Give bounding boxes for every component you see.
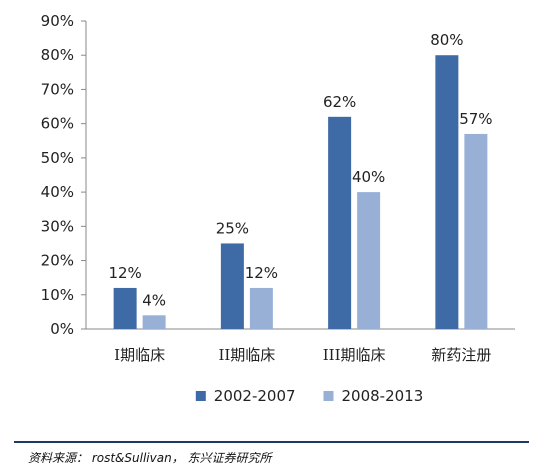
y-tick-label: 0% bbox=[50, 320, 74, 338]
legend-label: 2008-2013 bbox=[342, 387, 424, 405]
bar bbox=[328, 116, 352, 329]
y-tick-label: 60% bbox=[41, 115, 74, 133]
data-label: 40% bbox=[352, 168, 385, 186]
source-divider bbox=[14, 441, 529, 443]
bar bbox=[142, 315, 166, 329]
bar bbox=[113, 287, 137, 329]
bar bbox=[357, 192, 381, 329]
y-axis: 0% 10% 20% 30% 40% 50% 60% 70% 80% 90% bbox=[41, 12, 87, 338]
data-label: 57% bbox=[459, 110, 492, 128]
y-tick-label: 10% bbox=[41, 286, 74, 304]
data-label: 80% bbox=[430, 31, 463, 49]
data-labels: 12%4%25%12%62%40%80%57% bbox=[108, 31, 492, 309]
legend-swatch bbox=[323, 391, 334, 401]
bar-chart: 0%10%20%30%40%50%60%70%80%90% I期临床 II期临床 I… bbox=[41, 12, 515, 405]
bar bbox=[249, 287, 273, 329]
bar bbox=[464, 133, 488, 329]
category-label: II期临床 bbox=[218, 346, 275, 364]
category-label: III期临床 bbox=[323, 346, 386, 364]
data-label: 62% bbox=[323, 93, 356, 111]
y-tick-label: 20% bbox=[41, 252, 74, 270]
bars bbox=[113, 55, 488, 329]
source-note: 资料来源： rost&Sullivan， 东兴证券研究所 bbox=[28, 451, 272, 465]
y-tick-label: 40% bbox=[41, 183, 74, 201]
category-label: 新药注册 bbox=[431, 346, 491, 364]
y-tick-label: 30% bbox=[41, 217, 74, 235]
category-label: I期临床 bbox=[114, 346, 165, 364]
bar bbox=[435, 55, 459, 329]
bar bbox=[220, 243, 244, 329]
legend: 2002-2007 2008-2013 bbox=[195, 387, 424, 405]
legend-swatch bbox=[195, 391, 206, 401]
y-tick-label: 90% bbox=[41, 12, 74, 30]
x-axis: I期临床 II期临床 III期临床 新药注册 bbox=[86, 328, 515, 364]
y-tick-label: 50% bbox=[41, 149, 74, 167]
data-label: 4% bbox=[142, 291, 166, 309]
legend-label: 2002-2007 bbox=[214, 387, 296, 405]
data-label: 25% bbox=[216, 219, 249, 237]
y-tick-label: 80% bbox=[41, 46, 74, 64]
data-label: 12% bbox=[108, 264, 141, 282]
data-label: 12% bbox=[245, 264, 278, 282]
y-tick-label: 70% bbox=[41, 80, 74, 98]
